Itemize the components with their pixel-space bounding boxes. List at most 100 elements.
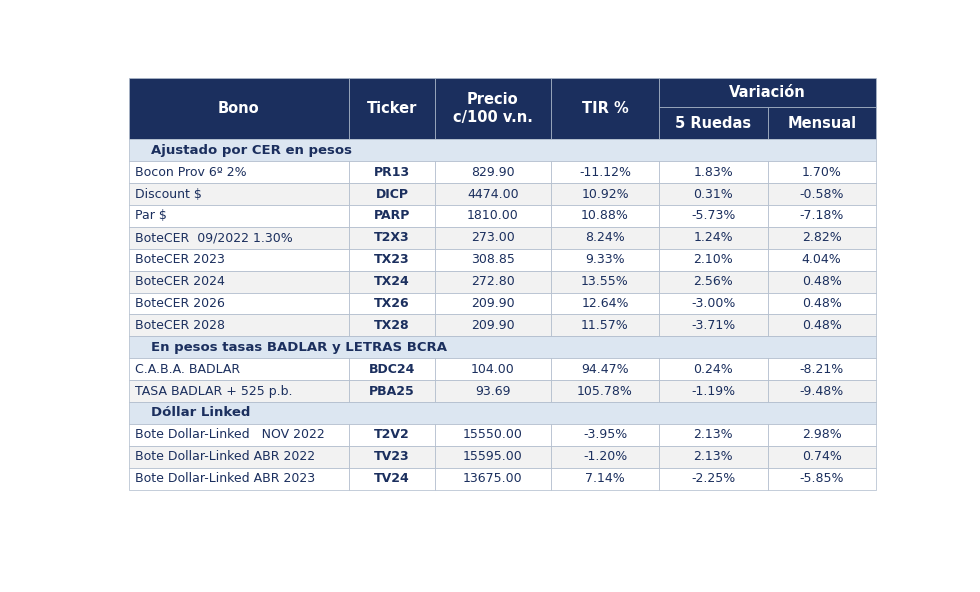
Bar	[551, 380, 660, 402]
Bar	[767, 358, 876, 380]
Bar	[349, 249, 435, 271]
Bar	[128, 227, 349, 249]
Bar	[128, 424, 349, 446]
Bar	[349, 78, 435, 139]
Text: Dóllar Linked: Dóllar Linked	[151, 407, 250, 419]
Text: 8.24%: 8.24%	[585, 231, 625, 244]
Text: TV23: TV23	[374, 450, 410, 463]
Bar	[767, 249, 876, 271]
Bar	[551, 161, 660, 183]
Bar	[349, 358, 435, 380]
Bar	[767, 183, 876, 205]
Text: 829.90: 829.90	[471, 166, 514, 179]
Bar	[128, 446, 349, 468]
Bar	[349, 161, 435, 183]
Text: Variación: Variación	[729, 85, 806, 100]
Bar	[349, 271, 435, 292]
Bar	[767, 227, 876, 249]
Bar	[551, 227, 660, 249]
Text: DICP: DICP	[375, 188, 409, 201]
Text: 93.69: 93.69	[475, 385, 511, 398]
Text: 2.82%: 2.82%	[802, 231, 842, 244]
Bar	[660, 249, 767, 271]
Bar	[128, 249, 349, 271]
Bar	[128, 139, 876, 161]
Text: 0.24%: 0.24%	[694, 363, 733, 376]
Text: 2.13%: 2.13%	[694, 428, 733, 441]
Text: Ajustado por CER en pesos: Ajustado por CER en pesos	[151, 144, 352, 157]
Bar	[435, 271, 551, 292]
Text: 209.90: 209.90	[471, 297, 514, 310]
Text: TX24: TX24	[374, 275, 410, 288]
Text: 13.55%: 13.55%	[581, 275, 629, 288]
Bar	[767, 314, 876, 336]
Bar	[349, 183, 435, 205]
Text: 0.48%: 0.48%	[802, 297, 842, 310]
Text: -2.25%: -2.25%	[691, 472, 736, 485]
Bar	[128, 358, 349, 380]
Text: -9.48%: -9.48%	[800, 385, 844, 398]
Text: Bote Dollar-Linked ABR 2022: Bote Dollar-Linked ABR 2022	[135, 450, 316, 463]
Bar	[128, 292, 349, 314]
Bar	[128, 402, 876, 424]
Text: 12.64%: 12.64%	[581, 297, 629, 310]
Text: Par $: Par $	[135, 210, 167, 223]
Text: 272.80: 272.80	[471, 275, 514, 288]
Text: 0.31%: 0.31%	[694, 188, 733, 201]
Bar	[551, 249, 660, 271]
Text: 273.00: 273.00	[471, 231, 514, 244]
Text: BoteCER 2024: BoteCER 2024	[135, 275, 225, 288]
Text: 1.70%: 1.70%	[802, 166, 842, 179]
Bar	[349, 227, 435, 249]
Text: 1.24%: 1.24%	[694, 231, 733, 244]
Bar	[551, 424, 660, 446]
Bar	[767, 107, 876, 139]
Text: -3.95%: -3.95%	[583, 428, 627, 441]
Text: 13675.00: 13675.00	[464, 472, 522, 485]
Text: -5.73%: -5.73%	[691, 210, 736, 223]
Bar	[435, 249, 551, 271]
Bar	[660, 380, 767, 402]
Text: -11.12%: -11.12%	[579, 166, 631, 179]
Text: 1810.00: 1810.00	[467, 210, 518, 223]
Text: BoteCER 2026: BoteCER 2026	[135, 297, 225, 310]
Bar	[767, 446, 876, 468]
Bar	[128, 380, 349, 402]
Bar	[349, 314, 435, 336]
Text: 105.78%: 105.78%	[577, 385, 633, 398]
Bar	[128, 336, 876, 358]
Text: T2V2: T2V2	[374, 428, 410, 441]
Bar	[767, 424, 876, 446]
Bar	[128, 314, 349, 336]
Bar	[660, 468, 767, 490]
Bar	[660, 271, 767, 292]
Bar	[767, 161, 876, 183]
Bar	[551, 183, 660, 205]
Bar	[128, 271, 349, 292]
Text: Discount $: Discount $	[135, 188, 202, 201]
Bar	[435, 78, 551, 139]
Text: 11.57%: 11.57%	[581, 319, 629, 332]
Text: Bote Dollar-Linked ABR 2023: Bote Dollar-Linked ABR 2023	[135, 472, 316, 485]
Bar	[660, 183, 767, 205]
Bar	[551, 358, 660, 380]
Text: PBA25: PBA25	[369, 385, 415, 398]
Text: 15550.00: 15550.00	[463, 428, 523, 441]
Text: Bono: Bono	[218, 101, 260, 116]
Bar	[435, 205, 551, 227]
Bar	[349, 468, 435, 490]
Bar	[435, 314, 551, 336]
Text: 4474.00: 4474.00	[467, 188, 518, 201]
Bar	[551, 468, 660, 490]
Bar	[551, 314, 660, 336]
Bar	[551, 271, 660, 292]
Bar	[349, 205, 435, 227]
Text: -7.18%: -7.18%	[800, 210, 844, 223]
Bar	[660, 446, 767, 468]
Bar	[128, 205, 349, 227]
Text: -3.71%: -3.71%	[691, 319, 736, 332]
Bar	[660, 292, 767, 314]
Bar	[551, 78, 660, 139]
Bar	[767, 380, 876, 402]
Bar	[660, 161, 767, 183]
